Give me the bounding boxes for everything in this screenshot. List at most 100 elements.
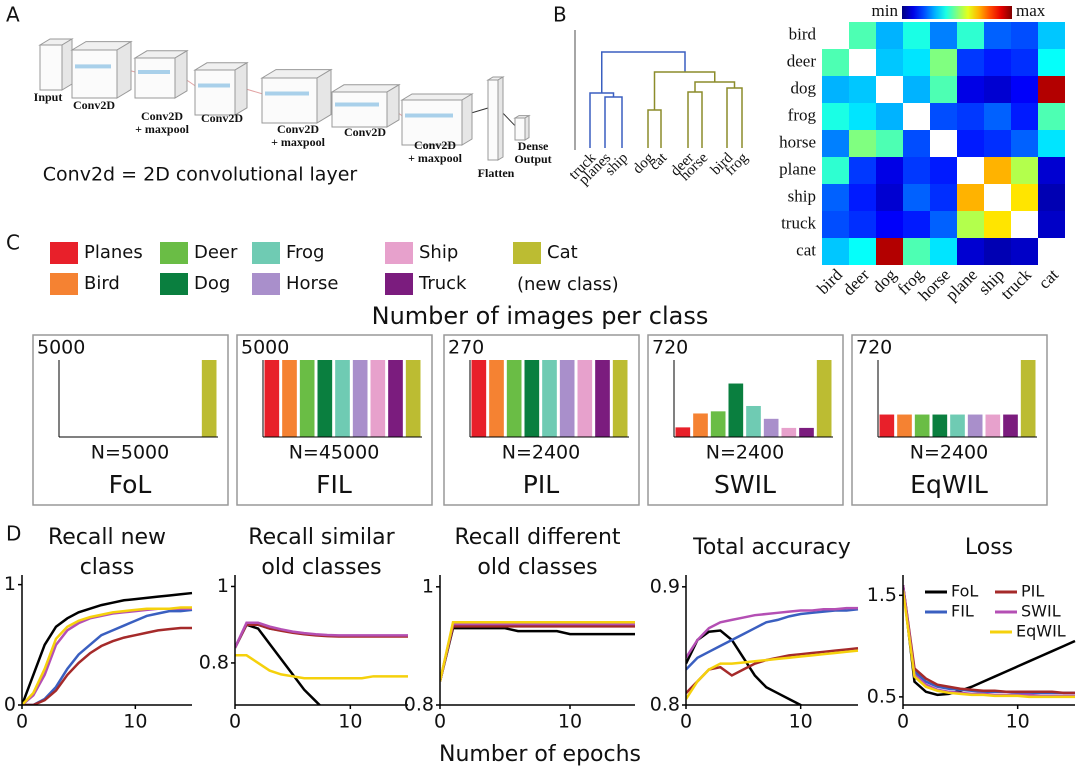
panel-title: PIL xyxy=(523,470,559,499)
layer-label: Output xyxy=(514,152,551,166)
heatmap-cell xyxy=(1011,184,1038,211)
panel-title: Recall similar xyxy=(248,525,395,550)
layer-label: Dense xyxy=(518,139,549,153)
layer-side xyxy=(524,114,530,141)
legend-note: (new class) xyxy=(517,274,619,295)
layer-top xyxy=(400,93,474,101)
bar xyxy=(763,418,779,437)
layer-label: Input xyxy=(34,90,63,104)
heatmap-cell xyxy=(1038,211,1065,238)
y-tick-label: 720 xyxy=(856,337,892,359)
bar xyxy=(471,360,487,437)
dendrogram xyxy=(574,30,743,150)
heatmap-cell xyxy=(957,22,984,49)
layer-label: Conv2D xyxy=(344,125,386,139)
panel-title: Recall different xyxy=(454,525,620,550)
diagram-caption: Conv2d = 2D convolutional layer xyxy=(43,164,358,186)
panel-title: FoL xyxy=(109,470,152,499)
bar xyxy=(879,414,895,437)
layer-side xyxy=(116,40,132,99)
legend-label: PIL xyxy=(1021,582,1044,601)
heatmap-cell xyxy=(903,49,930,76)
x-tick-label: 10 xyxy=(789,711,813,733)
heatmap-cell xyxy=(876,211,903,238)
leaf-label: cat xyxy=(647,149,671,173)
x-tick-label: 10 xyxy=(1006,711,1030,733)
heatmap-cell xyxy=(957,238,984,265)
dendrogram-branch xyxy=(653,71,716,110)
y-tick-label: 0.8 xyxy=(650,694,680,716)
bar xyxy=(506,360,522,437)
heatmap-cell xyxy=(1038,76,1065,103)
layer-label: Conv2D xyxy=(73,98,115,112)
y-tick-label: 5000 xyxy=(241,337,289,359)
x-axis-label: N=2400 xyxy=(910,442,989,464)
dendrogram-branch xyxy=(694,81,736,92)
bar xyxy=(914,414,930,437)
heatmap-cell xyxy=(930,103,957,130)
heatmap-empty xyxy=(1038,238,1065,265)
heatmap-cell xyxy=(903,130,930,157)
layer-front xyxy=(71,49,118,99)
bars-title: Number of images per class xyxy=(372,302,709,330)
legend-label: Frog xyxy=(286,242,325,263)
series-line xyxy=(22,607,192,705)
heatmap-cell xyxy=(930,238,957,265)
heatmap-empty xyxy=(1011,211,1038,238)
panel-frame xyxy=(32,334,229,506)
heatmap-cell xyxy=(957,76,984,103)
layer-front xyxy=(401,99,463,146)
layer-side xyxy=(234,61,248,116)
bar xyxy=(816,360,832,437)
layer-label: Conv2D xyxy=(277,122,319,136)
heatmap-cell xyxy=(903,157,930,184)
heatmap-cell xyxy=(1011,22,1038,49)
heatmap-cell xyxy=(930,184,957,211)
panel-label: B xyxy=(553,3,567,27)
series-line xyxy=(686,649,859,700)
heatmap-cell xyxy=(849,76,876,103)
series-line xyxy=(686,606,858,659)
y-tick-label: 1.5 xyxy=(867,584,897,606)
x-axis-label: N=2400 xyxy=(502,442,581,464)
heatmap-cell xyxy=(876,238,903,265)
heatmap-cell xyxy=(822,76,849,103)
layer-label: + maxpool xyxy=(135,122,190,136)
feature-map xyxy=(75,64,111,69)
heatmap-cell xyxy=(849,130,876,157)
y-tick-label: 1 xyxy=(4,573,16,595)
bar xyxy=(612,360,628,437)
heatmap-cell xyxy=(876,103,903,130)
heatmap-cell xyxy=(984,211,1011,238)
heatmap-cell xyxy=(849,22,876,49)
legend-label: FIL xyxy=(951,602,974,621)
bar xyxy=(542,360,557,437)
heatmap-cell xyxy=(876,22,903,49)
heatmap-empty xyxy=(849,49,876,76)
heatmap-cell xyxy=(822,130,849,157)
panel-title: old classes xyxy=(261,555,381,580)
col-label: dog xyxy=(869,265,901,297)
row-label: cat xyxy=(796,240,816,259)
legend-label: Bird xyxy=(84,273,120,294)
heatmap-cell xyxy=(903,76,930,103)
layer-side xyxy=(461,93,473,146)
row-label: bird xyxy=(789,24,817,43)
heatmap-cell xyxy=(984,157,1011,184)
y-tick-label: 270 xyxy=(448,337,484,359)
row-label: ship xyxy=(788,186,816,205)
heatmap-cell xyxy=(876,130,903,157)
heatmap-cell xyxy=(876,157,903,184)
panel-title: class xyxy=(80,555,135,580)
bar xyxy=(559,360,575,437)
dendrogram-branch xyxy=(601,51,686,93)
legend-label: Dog xyxy=(194,273,230,294)
x-axis-label: Number of epochs xyxy=(439,742,641,767)
x-axis-label: N=5000 xyxy=(91,442,170,464)
bar xyxy=(1020,360,1036,437)
heatmap-cell xyxy=(903,184,930,211)
layer-front xyxy=(194,69,236,116)
legend-swatch xyxy=(50,242,78,264)
heatmap-cell xyxy=(984,103,1011,130)
